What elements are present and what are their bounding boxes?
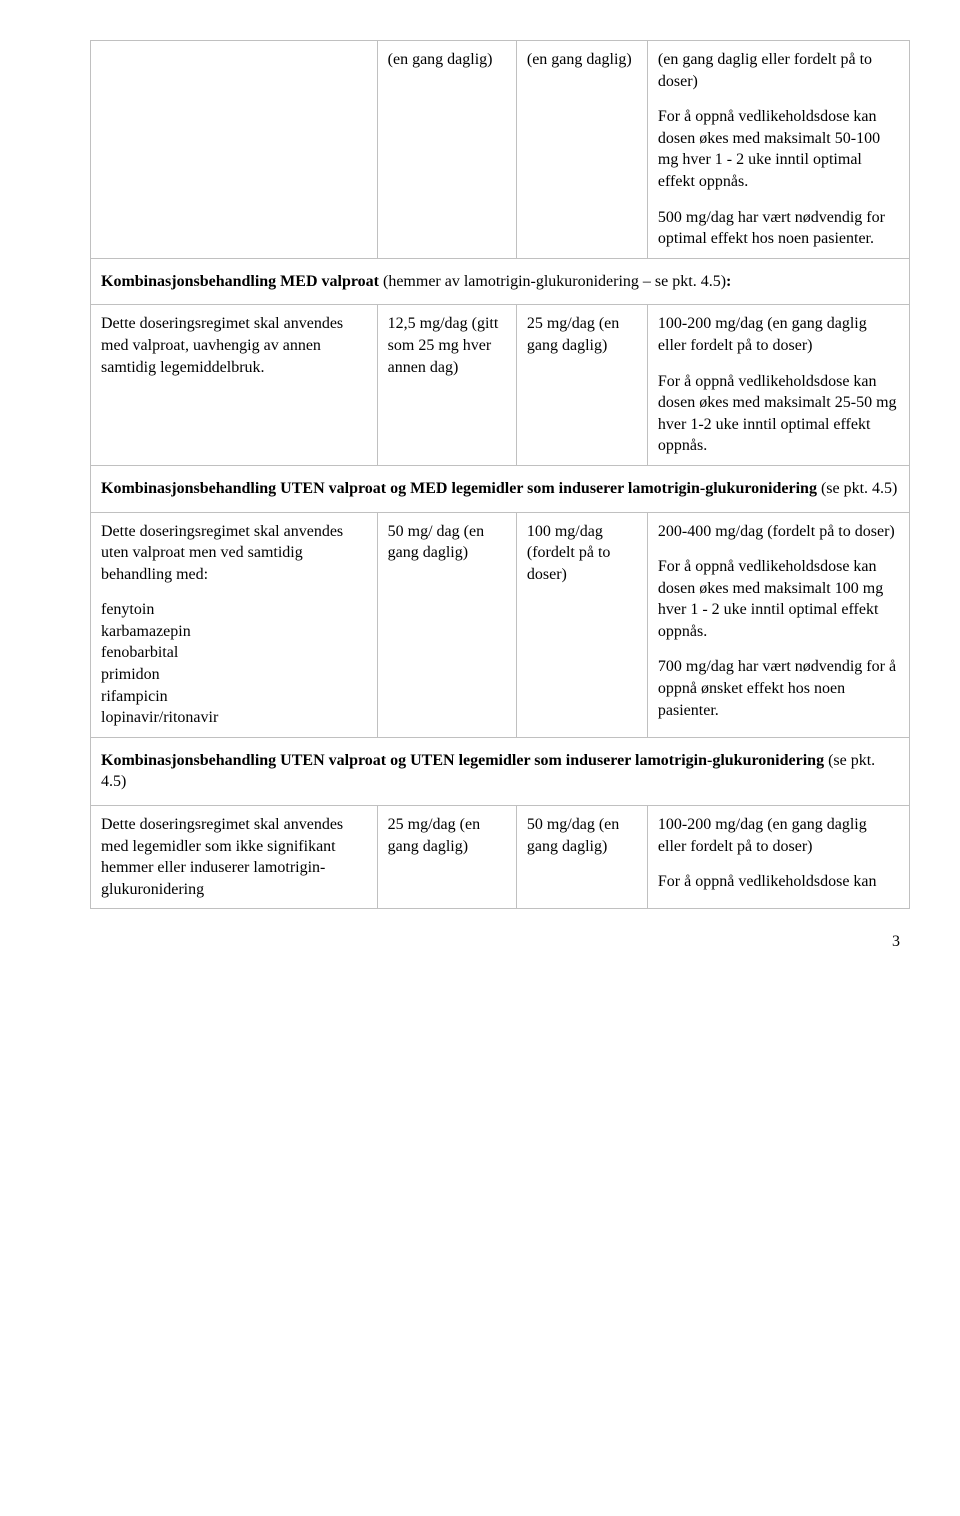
text: Dette doseringsregimet skal anvendes ute… [101,521,367,586]
cell-maintenance: (en gang daglig eller fordelt på to dose… [647,41,909,259]
cell-week12: (en gang daglig) [377,41,516,259]
text: For å oppnå vedlikeholdsdose kan dosen ø… [658,106,899,192]
text: 100-200 mg/dag (en gang daglig eller for… [658,313,899,356]
cell-week34: 50 mg/dag (en gang daglig) [516,806,647,909]
drug-list: fenytoin karbamazepin fenobarbital primi… [101,599,367,729]
section-header: Kombinasjonsbehandling UTEN valproat og … [91,465,910,512]
text: For å oppnå vedlikeholdsdose kan dosen ø… [658,556,899,642]
dosing-table: (en gang daglig) (en gang daglig) (en ga… [90,40,910,909]
section-header: Kombinasjonsbehandling UTEN valproat og … [91,737,910,805]
cell-maintenance: 100-200 mg/dag (en gang daglig eller for… [647,806,909,909]
colon: : [726,273,731,290]
table-row: Dette doseringsregimet skal anvendes med… [91,305,910,466]
cell-week34: (en gang daglig) [516,41,647,259]
section-note: (hemmer av lamotrigin-glukuronidering – … [383,273,726,290]
section-title: Kombinasjonsbehandling UTEN valproat og … [101,752,828,769]
table-row: (en gang daglig) (en gang daglig) (en ga… [91,41,910,259]
cell-week34: 100 mg/dag (fordelt på to doser) [516,512,647,737]
table-row: Dette doseringsregimet skal anvendes ute… [91,512,910,737]
section-title: Kombinasjonsbehandling MED valproat [101,273,383,290]
cell-maintenance: 200-400 mg/dag (fordelt på to doser) For… [647,512,909,737]
section-note: (se pkt. 4.5) [821,480,897,497]
cell-regimen [91,41,378,259]
cell-maintenance: 100-200 mg/dag (en gang daglig eller for… [647,305,909,466]
table-row: Dette doseringsregimet skal anvendes med… [91,806,910,909]
page-number: 3 [90,909,910,951]
text: 100-200 mg/dag (en gang daglig eller for… [658,814,899,857]
text: 700 mg/dag har vært nødvendig for å oppn… [658,656,899,721]
section-header: Kombinasjonsbehandling MED valproat (hem… [91,258,910,305]
section-header-row: Kombinasjonsbehandling UTEN valproat og … [91,737,910,805]
cell-week12: 12,5 mg/dag (gitt som 25 mg hver annen d… [377,305,516,466]
cell-regimen: Dette doseringsregimet skal anvendes ute… [91,512,378,737]
text: For å oppnå vedlikeholdsdose kan [658,871,899,893]
section-header-row: Kombinasjonsbehandling UTEN valproat og … [91,465,910,512]
text: (en gang daglig eller fordelt på to dose… [658,49,899,92]
text: 500 mg/dag har vært nødvendig for optima… [658,207,899,250]
section-header-row: Kombinasjonsbehandling MED valproat (hem… [91,258,910,305]
text: 200-400 mg/dag (fordelt på to doser) [658,521,899,543]
cell-week34: 25 mg/dag (en gang daglig) [516,305,647,466]
text: For å oppnå vedlikeholdsdose kan dosen ø… [658,371,899,457]
cell-regimen: Dette doseringsregimet skal anvendes med… [91,806,378,909]
cell-week12: 25 mg/dag (en gang daglig) [377,806,516,909]
section-title: Kombinasjonsbehandling UTEN valproat og … [101,480,821,497]
cell-week12: 50 mg/ dag (en gang daglig) [377,512,516,737]
cell-regimen: Dette doseringsregimet skal anvendes med… [91,305,378,466]
